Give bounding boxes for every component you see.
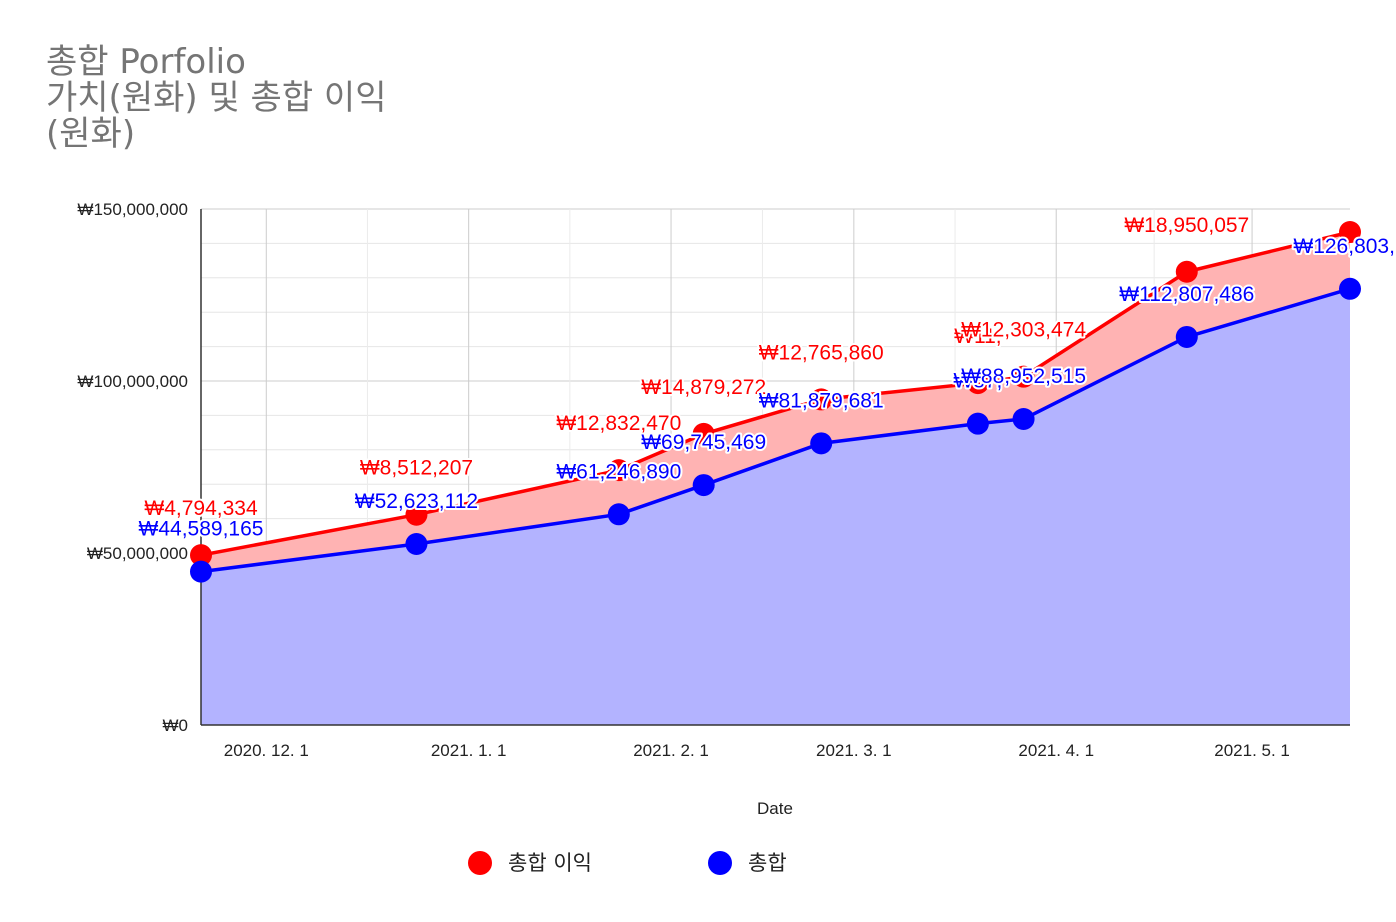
data-label-총합-이익: ₩18,950,057 <box>1124 214 1249 237</box>
tick-labels: ₩0 ₩50,000,000 ₩100,000,000 ₩150,000,000 202… <box>77 200 1289 760</box>
point-총합 <box>1175 325 1198 348</box>
chart-title: 총합 Porfolio 가치(원화) 및 총합 이익 (원화) <box>46 44 386 152</box>
x-tick-label: 2020. 12. 1 <box>224 741 309 760</box>
y-tick-label: ₩0 <box>163 716 189 735</box>
data-label-총합: ₩44,589,165 <box>139 518 264 541</box>
point-총합-이익 <box>1012 365 1035 388</box>
point-총합 <box>1012 408 1035 431</box>
point-총합 <box>810 432 833 455</box>
data-label-총합: ₩61,246,890 <box>556 460 681 483</box>
data-label-총합-이익: ₩4,794,334 <box>144 497 258 520</box>
point-총합-이익 <box>1175 260 1198 283</box>
series-areas <box>201 232 1350 725</box>
legend-marker <box>708 851 732 875</box>
data-label-총합: ₩81,879,681 <box>759 389 884 412</box>
legend-marker <box>468 851 492 875</box>
data-label-총합: ₩52,623,112 <box>355 490 478 513</box>
legend-label: 총합 이익 <box>508 851 592 875</box>
x-tick-label: 2021. 1. 1 <box>431 741 507 760</box>
point-총합 <box>1339 277 1361 300</box>
axes <box>200 209 1350 726</box>
data-labels: ₩4,794,334 ₩8,512,207 ₩12,832,470 ₩14,879,2… <box>137 212 1396 543</box>
point-총합-이익 <box>692 422 715 445</box>
x-tick-label: 2021. 5. 1 <box>1214 741 1290 760</box>
data-label-총합: ₩87, <box>953 370 1002 393</box>
point-총합-이익 <box>1339 221 1361 244</box>
x-axis-title: Date <box>757 799 793 818</box>
data-label-총합: ₩69,745,469 <box>641 431 766 454</box>
data-label-총합: ₩126,803,2 <box>1293 235 1396 258</box>
data-label-총합-이익: ₩11, <box>954 325 1001 348</box>
point-총합-이익 <box>966 372 989 395</box>
legend: 총합 이익 총합 <box>468 851 787 875</box>
data-label-총합: ₩88,952,515 <box>961 365 1086 388</box>
point-총합 <box>966 412 989 435</box>
area-총합-이익 <box>201 232 1350 572</box>
data-label-총합-이익: ₩14,879,272 <box>641 376 766 399</box>
point-총합-이익 <box>190 544 212 567</box>
data-label-총합-이익: ₩8,512,207 <box>360 457 473 480</box>
data-label-총합-이익: ₩12,303,474 <box>961 319 1086 342</box>
chart-title-line-3: (원화) <box>46 114 136 154</box>
y-tick-label: ₩150,000,000 <box>77 200 188 219</box>
x-tick-label: 2021. 4. 1 <box>1018 741 1094 760</box>
point-총합 <box>405 532 428 555</box>
data-label-총합-이익: ₩12,765,860 <box>759 341 884 364</box>
x-tick-label: 2021. 3. 1 <box>816 741 892 760</box>
point-총합-이익 <box>607 459 630 482</box>
data-label-총합: ₩112,807,486 <box>1119 283 1254 306</box>
point-총합-이익 <box>405 503 428 526</box>
point-총합 <box>607 503 630 526</box>
x-tick-label: 2021. 2. 1 <box>633 741 709 760</box>
point-총합 <box>692 474 715 497</box>
y-tick-label: ₩50,000,000 <box>87 544 188 563</box>
chart-title-line-1: 총합 Porfolio <box>46 42 246 82</box>
legend-item[interactable]: 총합 이익 <box>468 851 592 875</box>
point-총합 <box>190 560 212 583</box>
point-총합-이익 <box>810 388 833 411</box>
legend-item[interactable]: 총합 <box>708 851 787 875</box>
data-label-총합-이익: ₩12,832,470 <box>556 412 681 435</box>
legend-label: 총합 <box>748 851 787 875</box>
chart-title-line-2: 가치(원화) 및 총합 이익 <box>46 78 387 118</box>
y-tick-label: ₩100,000,000 <box>77 372 188 391</box>
area-총합 <box>201 288 1350 725</box>
data-points <box>190 221 1361 583</box>
